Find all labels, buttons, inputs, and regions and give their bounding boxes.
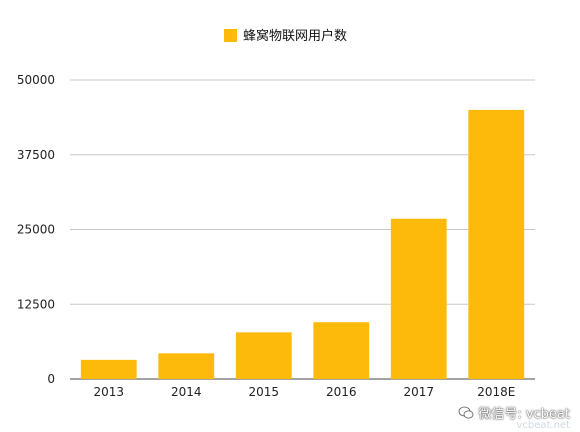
- x-tick-label: 2015: [248, 385, 279, 399]
- y-tick-label: 12500: [17, 297, 55, 311]
- legend-label: 蜂窝物联网用户数: [243, 28, 347, 44]
- bar-2018E: [468, 109, 525, 380]
- x-tick-label: 2016: [326, 385, 357, 399]
- x-axis-ticks: 2013 2014 2015 2016 2017 2018E: [93, 385, 515, 399]
- y-tick-label: 37500: [17, 148, 55, 162]
- legend-swatch: [224, 29, 237, 42]
- bar-2016: [313, 322, 370, 379]
- y-tick-label: 25000: [17, 223, 55, 237]
- x-tick-label: 2013: [93, 385, 124, 399]
- bar-2017: [390, 218, 447, 379]
- x-tick-label: 2018E: [477, 385, 515, 399]
- x-tick-label: 2017: [403, 385, 434, 399]
- y-tick-label: 0: [47, 372, 55, 386]
- bars: [80, 109, 525, 380]
- watermark-subtext: vcbeat.net: [516, 420, 570, 431]
- bar-2015: [235, 332, 292, 379]
- y-axis-ticks: 0 12500 25000 37500 50000: [17, 73, 55, 386]
- watermark-text: 微信号: vcbeat: [478, 407, 570, 422]
- bar-2014: [158, 353, 215, 379]
- watermark: 微信号: vcbeat vcbeat.net: [458, 403, 570, 431]
- y-tick-label: 50000: [17, 73, 55, 87]
- wechat-icon: [458, 406, 474, 418]
- x-tick-label: 2014: [171, 385, 202, 399]
- legend: 蜂窝物联网用户数: [224, 28, 347, 44]
- grid: [70, 79, 535, 380]
- bar-2013: [80, 359, 137, 379]
